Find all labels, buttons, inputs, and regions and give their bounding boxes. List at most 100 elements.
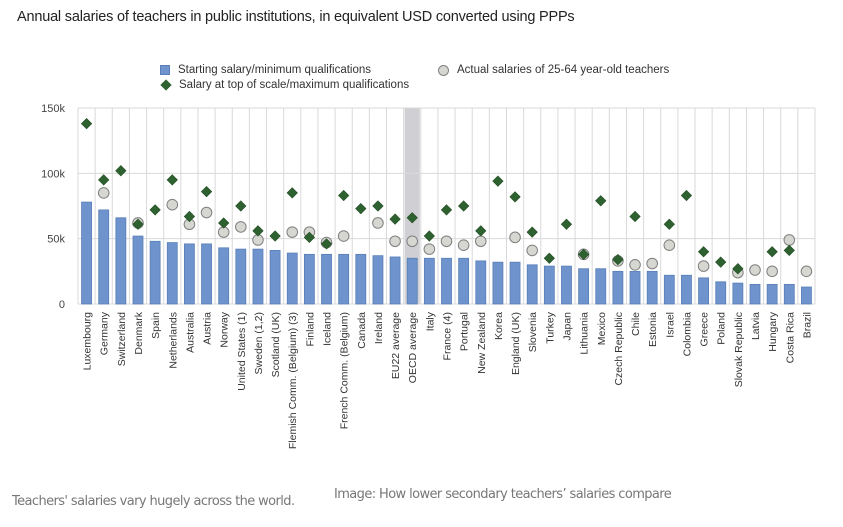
bar-starting-salary xyxy=(766,283,778,305)
bar-starting-salary xyxy=(801,286,812,305)
legend-item-top: Salary at top of scale/maximum qualifica… xyxy=(160,79,409,91)
diamonds-group xyxy=(80,118,795,275)
marker-actual-salary xyxy=(440,235,453,248)
marker-top-salary xyxy=(98,174,110,186)
x-tick-label: Mexico xyxy=(596,312,608,345)
bar-starting-salary xyxy=(612,270,624,305)
bar-starting-salary xyxy=(749,283,761,305)
bar-starting-salary xyxy=(406,257,418,305)
marker-top-salary xyxy=(715,256,727,268)
image-caption: Teachers' salaries vary hugely across th… xyxy=(12,494,295,509)
y-axis-ticks: 0 50k 100k 150k xyxy=(41,103,65,311)
marker-top-salary xyxy=(115,165,127,177)
marker-top-salary xyxy=(526,226,538,238)
bar-starting-salary xyxy=(81,201,92,305)
bar-starting-salary xyxy=(355,253,367,305)
bar-starting-salary xyxy=(509,261,521,305)
marker-top-salary xyxy=(355,202,367,215)
x-tick-label: Japan xyxy=(561,312,573,341)
x-tick-label: Scotland (UK) xyxy=(270,312,282,377)
x-tick-label: Austria xyxy=(202,312,214,345)
bar-starting-salary xyxy=(303,253,315,305)
marker-actual-salary xyxy=(509,231,521,244)
marker-top-salary xyxy=(440,204,453,216)
x-tick-label: Greece xyxy=(699,312,711,347)
bar-starting-salary xyxy=(629,270,641,305)
marker-top-salary xyxy=(372,200,384,212)
x-tick-label: Netherlands xyxy=(167,312,179,369)
bar-starting-salary xyxy=(561,265,572,305)
marker-top-salary xyxy=(612,253,624,266)
image-credit: Image: How lower secondary teachers’ sal… xyxy=(334,487,672,502)
x-tick-label: Slovenia xyxy=(527,312,539,352)
legend-item-starting: Starting salary/minimum qualifications xyxy=(160,64,371,76)
x-tick-label: Chile xyxy=(630,312,642,336)
bar-starting-salary xyxy=(149,240,161,305)
bar-starting-salary xyxy=(132,235,144,305)
marker-top-salary xyxy=(269,230,281,242)
marker-top-salary xyxy=(80,118,93,130)
marker-top-salary xyxy=(166,174,178,186)
marker-top-salary xyxy=(560,218,573,230)
marker-actual-salary xyxy=(457,239,470,251)
bar-starting-salary xyxy=(338,253,350,305)
bar-starting-salary xyxy=(269,250,281,305)
x-tick-label: Israel xyxy=(664,312,676,338)
marker-top-salary xyxy=(218,217,230,229)
x-tick-label: Latvia xyxy=(750,312,762,340)
marker-top-salary xyxy=(509,191,521,203)
x-tick-label: France (4) xyxy=(442,312,454,360)
marker-top-salary xyxy=(475,225,487,237)
legend-label-top: Salary at top of scale/maximum qualifica… xyxy=(179,79,410,91)
marker-top-salary xyxy=(543,252,555,264)
x-tick-label: Italy xyxy=(424,311,436,331)
marker-actual-salary xyxy=(526,244,538,257)
x-tick-label: Hungary xyxy=(767,311,779,351)
x-axis-ticks: Luxembourg Germany Switzerland Denmark Spain… xyxy=(82,311,814,449)
marker-top-salary xyxy=(732,263,744,275)
marker-top-salary xyxy=(149,204,161,216)
x-tick-label: New Zealand xyxy=(476,312,488,374)
x-tick-label: EU22 average xyxy=(390,312,402,379)
bar-starting-salary xyxy=(98,209,110,305)
marker-actual-salary xyxy=(97,187,110,199)
marker-actual-salary xyxy=(646,257,658,270)
marker-top-salary xyxy=(252,225,264,237)
marker-top-salary xyxy=(183,210,196,223)
marker-top-salary xyxy=(697,246,710,258)
marker-top-salary xyxy=(492,175,504,187)
x-tick-label: Denmark xyxy=(133,311,145,354)
x-tick-label: Germany xyxy=(99,311,111,355)
bar-starting-salary xyxy=(663,274,675,305)
marker-top-salary xyxy=(132,218,144,230)
x-tick-label: Czech Republic xyxy=(613,312,625,386)
x-tick-label: Turkey xyxy=(544,311,556,343)
marker-top-salary xyxy=(338,189,350,202)
bar-starting-salary xyxy=(458,257,470,305)
bar-starting-salary xyxy=(389,256,401,305)
salary-chart: 0 50k 100k 150k Luxembourg Germany Switzerlan… xyxy=(41,103,816,449)
bar-starting-salary xyxy=(646,270,658,305)
legend-item-actual: Actual salaries of 25-64 year-old teache… xyxy=(438,64,669,76)
bar-starting-salary xyxy=(286,252,298,305)
marker-actual-salary xyxy=(474,235,487,248)
gridlines-group xyxy=(77,107,816,305)
highlight-band-group xyxy=(404,108,420,304)
marker-actual-salary xyxy=(423,243,436,255)
marker-actual-salary xyxy=(800,265,813,278)
x-tick-label: Finland xyxy=(304,312,316,347)
marker-top-salary xyxy=(577,248,590,260)
bar-starting-salary xyxy=(783,283,795,305)
marker-actual-salary xyxy=(389,235,401,248)
marker-actual-salary xyxy=(166,198,179,211)
bar-starting-salary xyxy=(184,243,195,305)
marker-top-salary xyxy=(286,187,298,199)
x-tick-label: Spain xyxy=(150,312,162,339)
x-tick-label: Flemish Comm. (Belgium) (3) xyxy=(287,312,299,449)
bar-starting-salary xyxy=(372,255,384,305)
x-tick-label: Norway xyxy=(219,311,231,347)
marker-actual-salary xyxy=(200,206,213,219)
legend-circle-swatch xyxy=(438,64,449,76)
bar-starting-salary xyxy=(166,242,178,305)
bar-starting-salary xyxy=(698,277,709,305)
